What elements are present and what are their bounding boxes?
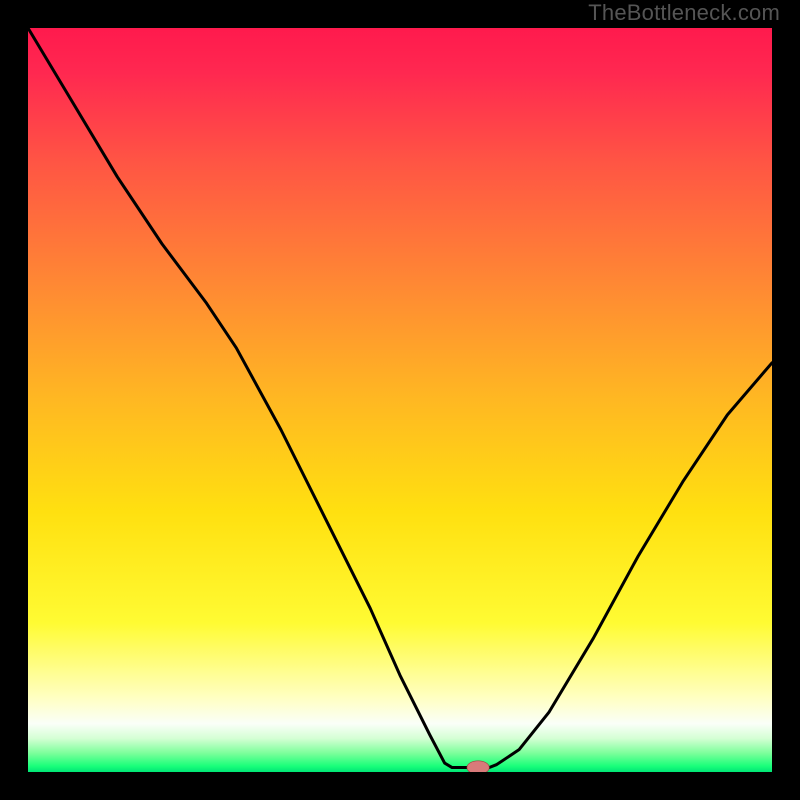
bottleneck-chart [28, 28, 772, 772]
optimal-point-marker [467, 761, 489, 772]
chart-background [28, 28, 772, 772]
chart-svg [28, 28, 772, 772]
watermark-text: TheBottleneck.com [588, 0, 780, 26]
